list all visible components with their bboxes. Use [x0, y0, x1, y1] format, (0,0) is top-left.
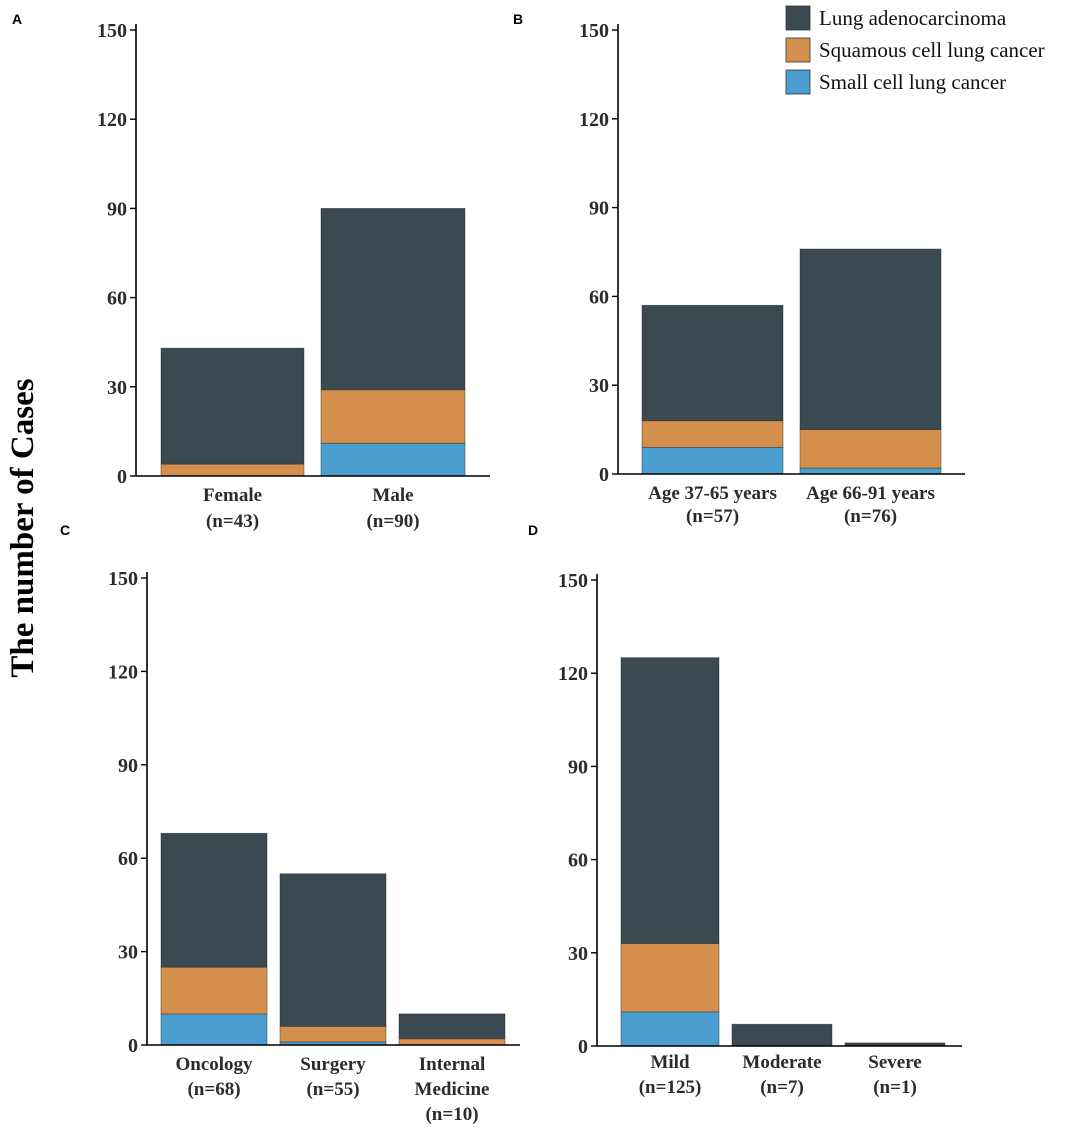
bar-segment-adeno — [160, 347, 305, 465]
category-label: (n=125) — [639, 1077, 702, 1098]
panel-a: A Female (n=43) Male (n=90) 0 30 60 90 120 150 — [12, 11, 490, 532]
category-label: (n=1) — [873, 1077, 917, 1098]
bar-segment-squamous — [799, 429, 942, 469]
category-label: Age 37-65 years — [648, 483, 777, 504]
bar-segment-small — [320, 442, 466, 477]
legend-swatch-adeno — [785, 5, 811, 31]
legend-label-squamous: Squamous cell lung cancer — [819, 38, 1045, 62]
bar-segment-adeno — [279, 873, 387, 1027]
bar-segment-small — [620, 1011, 720, 1047]
y-axis-title: The number of Cases — [5, 378, 41, 677]
legend-swatch-squamous — [785, 37, 811, 63]
bar-segment-squamous — [320, 389, 466, 444]
y-tick-label: 0 — [128, 1035, 138, 1057]
category-label: (n=55) — [306, 1079, 359, 1100]
bar-segment-small — [160, 1013, 268, 1046]
y-tick-label: 90 — [107, 198, 127, 220]
category-label: (n=68) — [187, 1079, 240, 1100]
bar-segment-squamous — [641, 420, 784, 448]
y-tick-label: 90 — [568, 756, 588, 778]
bar-segment-adeno — [799, 248, 942, 430]
y-tick-label: 30 — [568, 943, 588, 965]
bar-segment-small — [799, 467, 942, 475]
bar-segment-adeno — [731, 1023, 833, 1047]
y-tick-label: 120 — [558, 663, 588, 685]
y-tick-label: 60 — [118, 848, 138, 870]
y-tick-label: 0 — [117, 466, 127, 488]
y-tick-label: 150 — [108, 568, 138, 590]
legend-swatch-small — [785, 69, 811, 95]
category-label: Age 66-91 years — [806, 483, 935, 504]
category-label: Mild — [650, 1052, 689, 1073]
y-tick-label: 60 — [107, 288, 127, 310]
category-label: Medicine — [415, 1079, 490, 1100]
bar-segment-squamous — [160, 463, 305, 477]
legend: Lung adenocarcinoma Squamous cell lung c… — [785, 5, 1045, 95]
category-label: Internal — [419, 1054, 486, 1075]
y-tick-label: 0 — [578, 1036, 588, 1058]
category-label: (n=57) — [686, 506, 739, 527]
bar-segment-adeno — [398, 1013, 506, 1040]
panel-d: D Mild (n=125) Moderate (n=7) Severe (n=1) 0 30 6… — [528, 522, 962, 1098]
category-label: (n=76) — [844, 506, 897, 527]
y-tick-label: 30 — [589, 375, 609, 397]
bar-segment-squamous — [279, 1025, 387, 1043]
bar-segment-squamous — [398, 1038, 506, 1046]
category-label: Male — [372, 485, 413, 506]
y-tick-label: 30 — [107, 377, 127, 399]
y-tick-label: 90 — [589, 198, 609, 220]
bar-segment-adeno — [320, 207, 466, 391]
panel-b: B Age 37-65 years(n=57) Age 66-91 years(n=… — [513, 11, 965, 527]
legend-label-small: Small cell lung cancer — [819, 70, 1006, 94]
category-label: (n=90) — [366, 511, 419, 532]
y-tick-label: 120 — [97, 109, 127, 131]
panel-letter: D — [528, 522, 538, 538]
panel-letter: C — [60, 522, 70, 538]
category-label: Severe — [868, 1052, 921, 1073]
y-tick-label: 60 — [589, 286, 609, 308]
y-tick-label: 0 — [599, 464, 609, 486]
y-tick-label: 120 — [108, 661, 138, 683]
panel-c: C Oncology (n=68) Surgery (n=55) Internal Medi… — [60, 522, 520, 1125]
y-tick-label: 150 — [558, 570, 588, 592]
y-tick-label: 120 — [579, 109, 609, 131]
category-label: (n=43) — [206, 511, 259, 532]
bar-segment-squamous — [620, 943, 720, 1013]
category-label: Moderate — [742, 1052, 821, 1073]
category-label: (n=7) — [760, 1077, 804, 1098]
bar-segment-adeno — [160, 832, 268, 968]
y-tick-label: 90 — [118, 755, 138, 777]
panel-letter: B — [513, 11, 523, 27]
y-tick-label: 150 — [579, 20, 609, 42]
bar-segment-adeno — [641, 304, 784, 422]
category-label: Surgery — [300, 1054, 366, 1075]
bar-segment-adeno — [620, 657, 720, 944]
category-label: (n=10) — [425, 1104, 478, 1125]
y-tick-label: 150 — [97, 20, 127, 42]
category-label: Oncology — [175, 1054, 253, 1075]
y-tick-label: 60 — [568, 850, 588, 872]
legend-label-adeno: Lung adenocarcinoma — [819, 6, 1007, 30]
y-tick-label: 30 — [118, 942, 138, 964]
bar-segment-small — [641, 446, 784, 475]
panel-letter: A — [12, 11, 22, 27]
category-label: Female — [203, 485, 262, 506]
bar-segment-squamous — [160, 966, 268, 1015]
